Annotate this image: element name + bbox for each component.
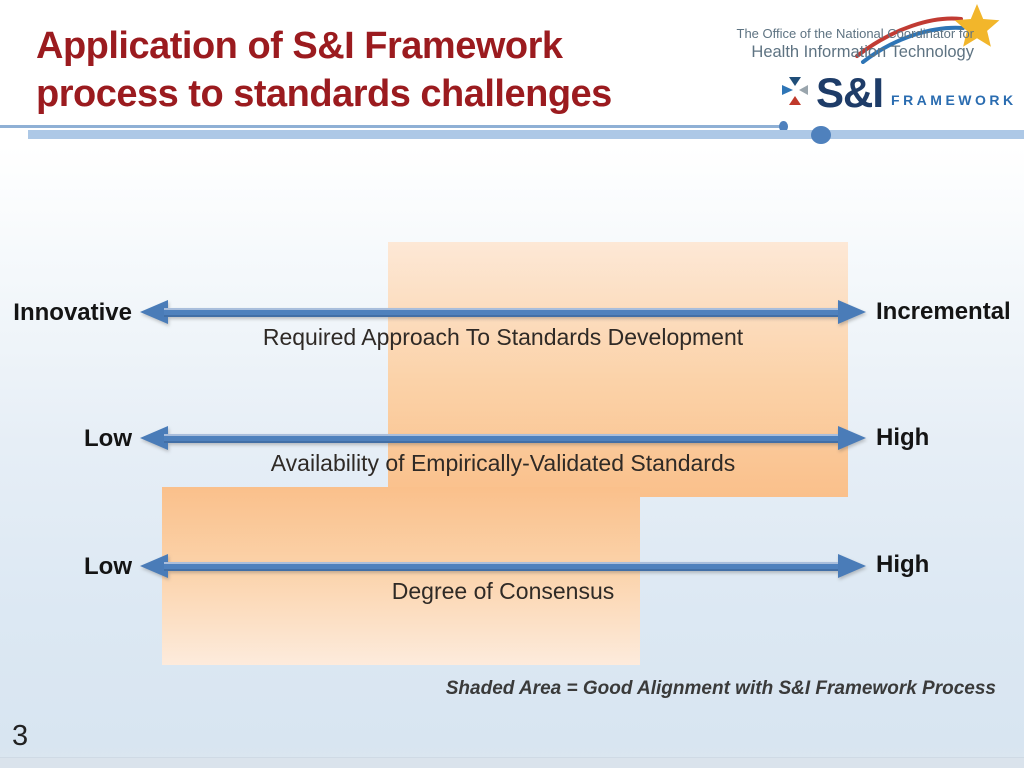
- arrow-shaft: [164, 561, 842, 571]
- row1-left-label: Innovative: [13, 299, 132, 326]
- row3-right-label: High: [876, 551, 930, 578]
- row1-spectrum-arrow: [140, 298, 866, 326]
- shaded-area-lower: [162, 487, 640, 665]
- arrow-shaft: [164, 307, 842, 317]
- arrow-shaft: [164, 433, 842, 443]
- onc-wordmark: The Office of the National Coordinator f…: [737, 26, 975, 62]
- row2-right-label: High: [876, 424, 930, 451]
- row1-caption: Required Approach To Standards Developme…: [262, 324, 744, 350]
- row2-spectrum-arrow: [140, 424, 866, 452]
- row3-spectrum-arrow: [140, 552, 866, 580]
- page-number: 3: [12, 720, 29, 752]
- arrow-right-head: [838, 426, 866, 450]
- shaded-area-note: Shaded Area = Good Alignment with S&I Fr…: [445, 678, 996, 699]
- si-framework-text: FRAMEWORK: [891, 92, 1017, 108]
- onc-line2: Health Information Technology: [751, 42, 974, 61]
- si-framework-logo: S&I FRAMEWORK: [780, 72, 1017, 114]
- bottom-strip: [0, 757, 1024, 768]
- row3-left-label: Low: [84, 553, 132, 580]
- si-logo-text: S&I: [816, 69, 884, 116]
- shaded-area-upper: [388, 242, 848, 497]
- arrow-right-head: [838, 300, 866, 324]
- row3-caption: Degree of Consensus: [391, 578, 615, 604]
- arrow-left-head: [140, 300, 168, 324]
- row2-left-label: Low: [84, 425, 132, 452]
- divider-dot-large: [811, 126, 831, 144]
- row2-caption: Availability of Empirically-Validated St…: [270, 450, 736, 476]
- divider-line-thin: [0, 125, 783, 128]
- page-title: Application of S&I Framework process to …: [36, 25, 612, 115]
- row1-right-label: Incremental: [876, 298, 1011, 325]
- arrow-right-head: [838, 554, 866, 578]
- divider-dot-small: [779, 121, 788, 132]
- arrow-left-head: [140, 554, 168, 578]
- onc-star-icon: [855, 0, 1013, 64]
- si-arrows-icon: [780, 74, 810, 113]
- onc-line1: The Office of the National Coordinator f…: [736, 26, 975, 41]
- arrow-left-head: [140, 426, 168, 450]
- divider-line-thick: [28, 130, 1024, 139]
